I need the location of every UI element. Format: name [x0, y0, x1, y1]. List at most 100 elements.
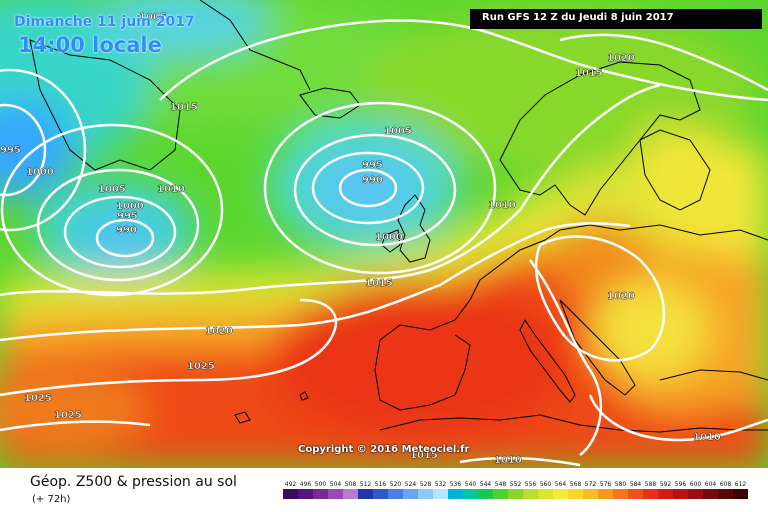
isobar-label: 990: [116, 225, 137, 236]
isobar-label: 1025: [187, 361, 215, 372]
isobar-label: 995: [362, 160, 383, 171]
pressure-map: 1005 1015 1000 995 1005 1010 1000 995 99…: [0, 0, 768, 468]
scale-swatch: [448, 489, 463, 499]
scale-tick-label: 516: [375, 481, 387, 488]
scale-swatch: [718, 489, 733, 499]
isobar-label: 1005: [98, 184, 126, 195]
scale-swatch: [298, 489, 313, 499]
scale-swatch: [613, 489, 628, 499]
forecast-offset: (+ 72h): [32, 494, 71, 505]
isobar-label: 1025: [54, 410, 82, 421]
scale-swatch: [553, 489, 568, 499]
coastlines: [29, 0, 768, 433]
isobar-label: 1020: [607, 291, 635, 302]
scale-swatch: [703, 489, 718, 499]
scale-swatch: [538, 489, 553, 499]
scale-tick-label: 536: [450, 481, 462, 488]
run-info: Run GFS 12 Z du Jeudi 8 juin 2017: [482, 12, 674, 23]
scale-tick-label: 512: [360, 481, 372, 488]
scale-tick-label: 576: [600, 481, 612, 488]
isobar-label: 1000: [116, 201, 144, 212]
scale-swatch: [688, 489, 703, 499]
isobar-label: 1020: [607, 53, 635, 64]
forecast-date: Dimanche 11 juin 2017: [14, 14, 195, 30]
isobar-label: 1010: [488, 200, 516, 211]
scale-tick-label: 584: [630, 481, 642, 488]
scale-swatch: [493, 489, 508, 499]
scale-tick-label: 532: [435, 481, 447, 488]
scale-swatch: [373, 489, 388, 499]
run-banner: [470, 9, 762, 29]
scale-tick-label: 580: [615, 481, 627, 488]
geopotential-fill: [0, 0, 768, 468]
scale-swatch: [358, 489, 373, 499]
scale-swatch: [328, 489, 343, 499]
scale-tick-label: 604: [705, 481, 717, 488]
scale-swatch: [658, 489, 673, 499]
isobar-label: 1010: [494, 455, 522, 466]
scale-tick-label: 588: [645, 481, 657, 488]
isobar-label: 995: [0, 145, 21, 156]
color-scale: 492 496 500 504 508 512 516 520 524 528 532 536 540 5…: [283, 481, 748, 499]
scale-tick-label: 520: [390, 481, 402, 488]
scale-swatch: [388, 489, 403, 499]
isobar-label: 995: [117, 211, 138, 222]
isobar-label: 1020: [205, 326, 233, 337]
isobar-label: 1015: [410, 450, 438, 461]
scale-tick-label: 568: [570, 481, 582, 488]
isobar-label: 1000: [26, 167, 54, 178]
scale-tick-label: 504: [330, 481, 342, 488]
isobar-label: 1015: [365, 278, 393, 289]
scale-tick-label: 528: [420, 481, 432, 488]
scale-swatch: [733, 489, 748, 499]
scale-swatch: [523, 489, 538, 499]
scale-swatch: [583, 489, 598, 499]
scale-swatch: [403, 489, 418, 499]
scale-tick-label: 492: [285, 481, 297, 488]
scale-swatch: [463, 489, 478, 499]
scale-tick-label: 592: [660, 481, 672, 488]
isobar-label: 1010: [157, 184, 185, 195]
forecast-time: 14:00 locale: [18, 33, 162, 57]
scale-tick-label: 500: [315, 481, 327, 488]
scale-tick-label: 544: [480, 481, 492, 488]
isobar-label: 1005: [384, 126, 412, 137]
scale-tick-label: 552: [510, 481, 522, 488]
isobar-label: 1010: [693, 432, 721, 443]
isobar-label: 1025: [24, 393, 52, 404]
scale-tick-label: 596: [675, 481, 687, 488]
scale-swatch: [598, 489, 613, 499]
isobar-label: 1000: [375, 232, 403, 243]
scale-swatch: [508, 489, 523, 499]
scale-tick-label: 524: [405, 481, 417, 488]
scale-tick-label: 496: [300, 481, 312, 488]
scale-swatch: [643, 489, 658, 499]
isobars: [0, 19, 768, 467]
scale-tick-label: 600: [690, 481, 702, 488]
scale-tick-label: 508: [345, 481, 357, 488]
copyright-text: Copyright © 2016 Meteociel.fr: [298, 444, 470, 455]
isobar-label: 1015: [170, 102, 198, 113]
isobar-label: 1005: [139, 12, 167, 23]
scale-tick-label: 556: [525, 481, 537, 488]
chart-title: Géop. Z500 & pression au sol: [30, 474, 237, 490]
scale-swatch: [343, 489, 358, 499]
isobar-label: 990: [362, 175, 383, 186]
scale-tick-label: 608: [720, 481, 732, 488]
scale-swatch: [478, 489, 493, 499]
scale-tick-label: 560: [540, 481, 552, 488]
scale-swatch: [628, 489, 643, 499]
scale-swatch: [283, 489, 298, 499]
scale-tick-label: 548: [495, 481, 507, 488]
scale-tick-label: 572: [585, 481, 597, 488]
scale-tick-label: 564: [555, 481, 567, 488]
scale-tick-label: 612: [735, 481, 747, 488]
isobar-labels: 1005 1015 1000 995 1005 1010 1000 995 99…: [0, 12, 721, 466]
scale-swatch: [568, 489, 583, 499]
scale-tick-label: 540: [465, 481, 477, 488]
scale-swatch: [418, 489, 433, 499]
scale-swatch: [313, 489, 328, 499]
scale-swatch: [433, 489, 448, 499]
isobar-label: 1015: [575, 68, 603, 79]
